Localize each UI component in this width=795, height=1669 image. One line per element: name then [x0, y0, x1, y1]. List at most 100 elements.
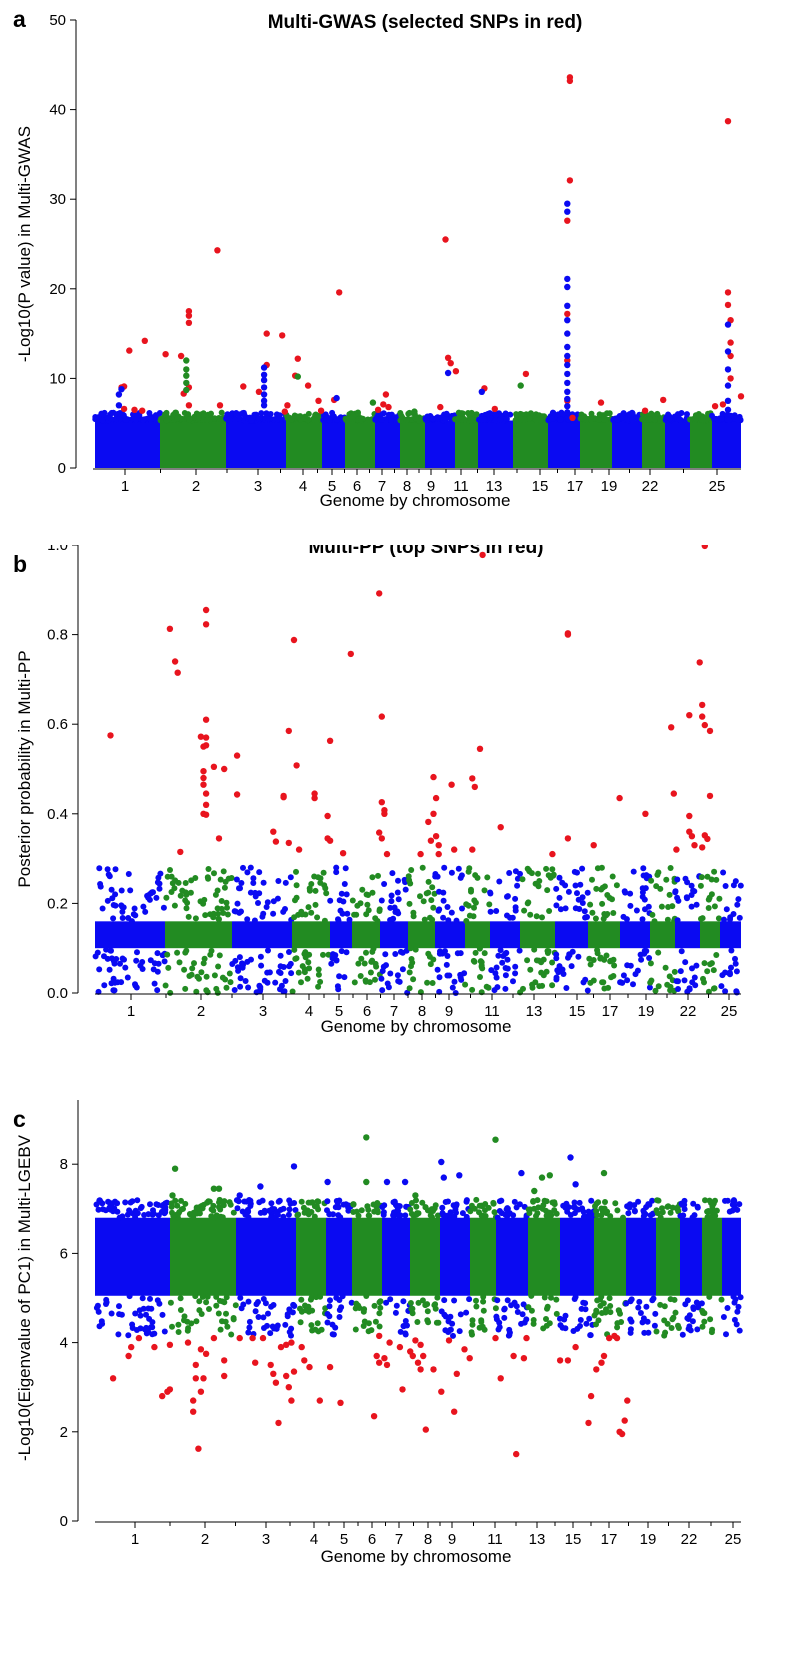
snp-point: [722, 988, 729, 995]
snp-point: [232, 417, 239, 423]
selected-snp-point: [378, 799, 385, 806]
snp-point: [532, 979, 539, 986]
snp-point: [366, 1212, 373, 1219]
snp-point: [333, 864, 340, 871]
snp-point: [410, 976, 417, 983]
snp-point: [257, 953, 264, 960]
snp-point: [682, 1301, 689, 1308]
selected-snp-point: [221, 1357, 228, 1364]
snp-point: [472, 949, 479, 956]
x-tick-label: 8: [403, 478, 411, 495]
selected-snp-point: [215, 835, 223, 842]
snp-point: [336, 897, 343, 904]
snp-point: [700, 1309, 706, 1316]
selected-snp-point: [185, 402, 193, 409]
snp-point: [689, 979, 696, 986]
y-tick-label: 0: [58, 460, 66, 477]
snp-point: [684, 411, 690, 418]
snp-point: [507, 411, 514, 418]
snp-point: [237, 983, 244, 990]
snp-point: [502, 972, 509, 979]
selected-snp-point: [126, 347, 133, 354]
snp-point: [564, 302, 571, 309]
snp-point: [213, 1302, 220, 1309]
snp-point: [427, 914, 433, 921]
snp-point: [588, 410, 595, 417]
selected-snp-point: [469, 775, 476, 782]
snp-point: [245, 1214, 252, 1221]
snp-point: [641, 1329, 648, 1336]
snp-point: [436, 988, 443, 995]
snp-point: [549, 1199, 556, 1206]
snp-point: [493, 1313, 500, 1320]
snp-point: [308, 909, 315, 916]
x-tick-label: 1: [127, 1003, 135, 1020]
snp-point: [361, 960, 368, 967]
snp-point: [147, 1201, 153, 1208]
snp-point: [211, 415, 218, 422]
snp-point: [432, 1202, 439, 1209]
snp-point: [731, 1206, 738, 1213]
snp-cloud: [375, 420, 400, 468]
snp-point: [584, 889, 591, 896]
x-tick-label: 25: [725, 1531, 742, 1548]
snp-point: [476, 945, 483, 952]
snp-point: [97, 881, 104, 887]
snp-point: [291, 1200, 298, 1206]
snp-point: [665, 1203, 672, 1210]
snp-point: [667, 415, 674, 422]
snp-point: [514, 875, 521, 882]
snp-point: [361, 1306, 368, 1313]
selected-snp-point: [564, 357, 571, 364]
snp-point: [434, 966, 441, 973]
snp-cloud: [470, 1217, 496, 1296]
snp-point: [378, 897, 385, 904]
snp-point: [595, 416, 602, 423]
selected-snp-point: [451, 846, 458, 853]
selected-snp-point: [382, 391, 390, 398]
snp-point: [106, 1200, 113, 1206]
snp-point: [153, 416, 160, 423]
snp-point: [295, 969, 302, 976]
snp-point: [664, 1320, 671, 1327]
snp-point: [192, 1293, 199, 1300]
snp-point: [424, 979, 431, 986]
snp-point: [256, 869, 263, 876]
snp-point: [525, 899, 532, 906]
snp-point: [722, 883, 729, 889]
snp-point: [355, 960, 362, 967]
selected-snp-point: [259, 1334, 267, 1342]
snp-point: [619, 414, 626, 421]
snp-point: [512, 895, 519, 902]
selected-snp-point: [385, 403, 392, 411]
snp-point: [115, 391, 123, 398]
selected-snp-point: [275, 1419, 282, 1427]
snp-point: [177, 892, 184, 899]
snp-point: [380, 963, 387, 970]
snp-point: [699, 1323, 706, 1330]
selected-snp-point: [569, 414, 576, 421]
snp-point: [260, 1314, 267, 1321]
snp-point: [239, 964, 246, 971]
snp-point: [627, 890, 634, 897]
snp-point: [567, 1154, 574, 1161]
chromosome-band: [476, 410, 514, 468]
snp-point: [152, 412, 159, 419]
snp-cloud: [382, 1217, 410, 1296]
chromosome-band: [324, 1197, 355, 1338]
selected-snp-point: [556, 1357, 564, 1364]
snp-point: [155, 1202, 162, 1208]
snp-point: [363, 911, 370, 918]
snp-point: [133, 416, 139, 423]
snp-point: [550, 872, 557, 879]
snp-point: [314, 914, 321, 921]
snp-point: [326, 1303, 333, 1310]
snp-point: [397, 417, 404, 424]
snp-point: [687, 416, 693, 423]
selected-snp-point: [417, 1366, 424, 1373]
y-tick-label: 0.4: [47, 806, 68, 823]
chromosome-band: [577, 410, 615, 468]
selected-snp-point: [378, 713, 385, 720]
snp-point: [201, 955, 208, 962]
snp-cloud: [236, 1217, 296, 1296]
